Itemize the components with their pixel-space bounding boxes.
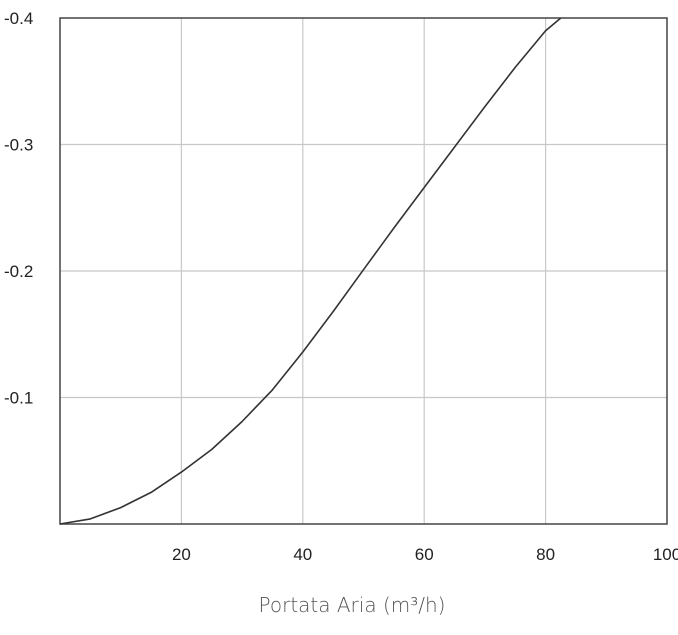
series <box>59 17 562 525</box>
x-axis-label: Portata Aria (m³/h) <box>259 593 446 617</box>
x-tick-label: 60 <box>415 545 434 564</box>
plot-frame <box>59 17 668 525</box>
x-tick-label: 80 <box>536 545 555 564</box>
tick-labels: 20 40 60 80 100 -0.1 -0.2 -0.3 -0.4 <box>4 9 678 564</box>
x-tick-label: 100 <box>653 545 678 564</box>
y-tick-label: -0.2 <box>4 262 33 281</box>
y-tick-label: -0.4 <box>4 9 33 28</box>
x-tick-label: 20 <box>172 545 191 564</box>
axes <box>59 17 668 525</box>
x-tick-label: 40 <box>293 545 312 564</box>
y-tick-label: -0.1 <box>4 389 33 408</box>
y-tick-label: -0.3 <box>4 136 33 155</box>
series-line <box>59 17 562 525</box>
